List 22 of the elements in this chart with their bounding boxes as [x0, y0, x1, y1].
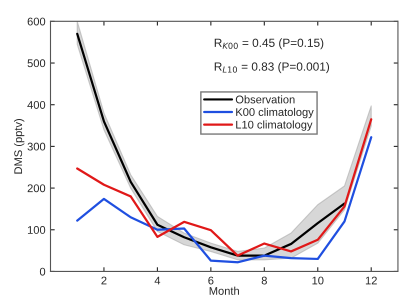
line-series — [76, 118, 372, 257]
x-axis-title: Month — [210, 286, 239, 295]
x-tick-label: 12 — [366, 276, 377, 284]
y-tick-label: 500 — [28, 59, 46, 68]
y-tick-label: 0 — [40, 268, 46, 276]
y-tick-label: 100 — [28, 226, 46, 234]
y-tick-label: 300 — [28, 142, 46, 151]
y-tick-label: 400 — [27, 100, 46, 109]
x-tick-label: 6 — [208, 276, 214, 284]
y-tick-label: 600 — [28, 18, 46, 26]
x-tick-label: 2 — [101, 276, 106, 284]
line-series — [76, 136, 372, 264]
legend-label: L10 climatology — [236, 120, 312, 131]
y-tick-label: 200 — [28, 184, 46, 192]
annotation: R$_{L10}$ = 0.83 (P=0.001) — [214, 62, 330, 74]
annotation: R$_{K00}$ = 0.45 (P=0.15) — [214, 38, 324, 50]
x-tick-label: 4 — [154, 276, 160, 284]
y-axis-title: DMS (pptv) — [14, 119, 24, 174]
legend-label: K00 climatology — [236, 108, 314, 118]
x-tick-label: 10 — [312, 276, 324, 284]
legend-label: Observation — [236, 95, 294, 104]
x-tick-label: 8 — [262, 276, 267, 284]
